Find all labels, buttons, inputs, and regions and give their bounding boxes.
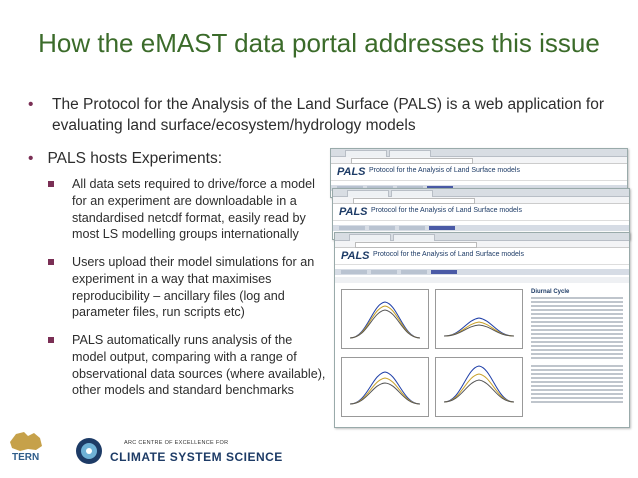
- pals-logo: PALS: [339, 206, 368, 218]
- slide-title: How the eMAST data portal addresses this…: [38, 28, 600, 58]
- pals-header: PALS Protocol for the Analysis of Land S…: [333, 204, 629, 221]
- diurnal-chart-1: [341, 289, 429, 349]
- diurnal-chart-plot: [349, 371, 421, 405]
- analysis-notes: Diurnal Cycle: [531, 289, 623, 405]
- diurnal-chart-2: [435, 289, 523, 349]
- tern-australia-map-icon: [10, 432, 42, 451]
- bullet-marker: •: [28, 96, 34, 113]
- pals-logo: PALS: [341, 250, 370, 262]
- diurnal-chart-plot: [443, 317, 515, 337]
- arc-centre-label: ARC CENTRE OF EXCELLENCE FOR: [124, 440, 229, 446]
- square-bullet-icon: [48, 259, 54, 265]
- pals-screenshot-middle: PALS Protocol for the Analysis of Land S…: [332, 188, 630, 240]
- browser-url-bar: [333, 197, 629, 204]
- sub-bullet-analysis: PALS automatically runs analysis of the …: [48, 332, 326, 399]
- pals-header: PALS Protocol for the Analysis of Land S…: [331, 164, 627, 181]
- sub-bullet-text: Users upload their model simulations for…: [72, 255, 315, 320]
- tern-logo-text: TERN: [12, 452, 40, 463]
- bullet-text: The Protocol for the Analysis of the Lan…: [52, 96, 604, 134]
- diurnal-chart-plot: [349, 301, 421, 339]
- square-bullet-icon: [48, 181, 54, 187]
- pals-filter-bar: [335, 277, 629, 283]
- diurnal-chart-plot: [443, 365, 515, 403]
- notes-heading: Diurnal Cycle: [531, 289, 570, 295]
- bullet-experiments: • PALS hosts Experiments:: [28, 150, 222, 168]
- browser-tab-bar: [335, 233, 629, 241]
- pals-nav-bar: [333, 225, 629, 231]
- bullet-list: • The Protocol for the Analysis of the L…: [28, 94, 613, 136]
- browser-url-bar: [335, 241, 629, 248]
- bullet-text: PALS hosts Experiments:: [47, 150, 223, 167]
- pals-app-title: Protocol for the Analysis of Land Surfac…: [371, 207, 522, 214]
- pals-app-title: Protocol for the Analysis of Land Surfac…: [373, 251, 524, 258]
- sub-bullet-text: All data sets required to drive/force a …: [72, 177, 315, 242]
- sub-bullet-upload: Users upload their model simulations for…: [48, 254, 326, 321]
- pals-app-title: Protocol for the Analysis of Land Surfac…: [369, 167, 520, 174]
- climate-system-science-label: CLIMATE SYSTEM SCIENCE: [110, 450, 283, 464]
- pals-nav-bar: [335, 269, 629, 275]
- arc-coe-emblem-icon: [76, 438, 102, 464]
- diurnal-chart-4: [435, 357, 523, 417]
- browser-tab-bar: [331, 149, 627, 157]
- sub-bullet-text: PALS automatically runs analysis of the …: [72, 333, 326, 398]
- browser-url-bar: [331, 157, 627, 164]
- square-bullet-icon: [48, 337, 54, 343]
- bullet-marker: •: [28, 150, 34, 167]
- pals-header: PALS Protocol for the Analysis of Land S…: [335, 248, 629, 265]
- pals-screenshot-front: PALS Protocol for the Analysis of Land S…: [334, 232, 630, 428]
- pals-logo: PALS: [337, 166, 366, 178]
- diurnal-chart-3: [341, 357, 429, 417]
- bullet-pals-intro: • The Protocol for the Analysis of the L…: [28, 94, 613, 136]
- browser-tab-bar: [333, 189, 629, 197]
- sub-bullet-downloads: All data sets required to drive/force a …: [48, 176, 326, 243]
